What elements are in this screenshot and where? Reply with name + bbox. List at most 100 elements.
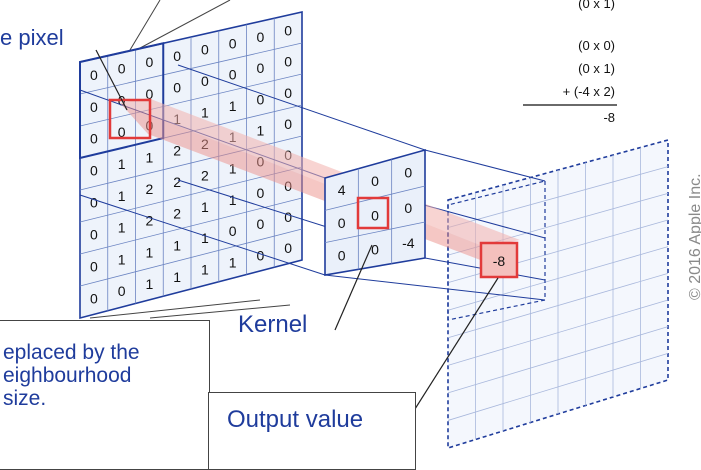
source-pixel-highlight (108, 98, 152, 140)
callout-box: eplaced by the eighbourhood size. (0, 320, 210, 470)
source-cell-value: 0 (284, 23, 292, 39)
source-cell-value: 0 (284, 54, 292, 70)
source-cell-value: 1 (229, 98, 237, 114)
output-cell-highlight (479, 241, 519, 279)
source-cell-value: 1 (201, 199, 209, 215)
source-cell-value: 1 (201, 104, 209, 120)
callout-line: eighbourhood (3, 364, 132, 388)
source-cell-value: 0 (284, 240, 292, 256)
source-cell-value: 1 (118, 220, 126, 236)
output-projection-region (447, 180, 546, 321)
source-cell-value: 1 (229, 254, 237, 270)
source-cell-value: 1 (118, 156, 126, 172)
source-cell-value: 0 (229, 67, 237, 83)
output-cell-value: -8 (493, 253, 506, 269)
source-cell-value: 1 (229, 161, 237, 177)
source-cell-value: 1 (145, 244, 153, 260)
source-pixel-pointer (95, 49, 128, 111)
output-value-pointer (407, 277, 499, 421)
source-cell-value: 0 (90, 227, 98, 243)
kernel-cell-value: -4 (402, 235, 415, 251)
kernel-cell-value: 4 (338, 182, 346, 198)
source-cell-value: 0 (90, 163, 98, 179)
copyright-notice: © 2016 Apple Inc. (687, 173, 701, 300)
output-grid-line (447, 299, 669, 366)
kernel-cell-value: 0 (338, 215, 346, 231)
source-cell-value: 1 (201, 230, 209, 246)
source-cell-value: 0 (284, 116, 292, 132)
source-cell-value: 2 (145, 181, 153, 197)
source-cell-value: 0 (284, 85, 292, 101)
output-grid (447, 138, 669, 450)
label-source-pixel: e pixel (0, 25, 64, 50)
source-cell-value: 0 (229, 35, 237, 51)
source-cell-value: 0 (118, 124, 126, 140)
kernel-cell-value: 0 (371, 173, 379, 189)
callout-bottom-pointer (89, 299, 261, 319)
output-grid-line (447, 272, 669, 339)
source-cell-value: 1 (145, 276, 153, 292)
source-cell-value: 1 (201, 262, 209, 278)
kernel-cell-value: 0 (404, 164, 412, 180)
source-cell-value: 0 (256, 60, 264, 76)
source-grid-line (79, 228, 303, 287)
callout-pointer-line (126, 0, 161, 56)
callout-line: size. (3, 387, 47, 411)
source-cell-value: 0 (256, 216, 264, 232)
kernel-cell-value: 0 (404, 200, 412, 216)
source-cell-value: 0 (90, 99, 98, 115)
source-cell-value: 0 (118, 283, 126, 299)
source-cell-value: 0 (201, 42, 209, 58)
kernel-grid-line (324, 221, 426, 244)
source-cell-value: 0 (284, 209, 292, 225)
source-cell-value: 0 (90, 195, 98, 211)
source-cell-value: 0 (90, 258, 98, 274)
kernel-pointer (334, 244, 373, 331)
output-grid-line (447, 326, 669, 394)
callout-pointer-line (126, 0, 231, 56)
output-grid-line (447, 352, 669, 421)
source-cell-value: 0 (173, 79, 181, 95)
kernel-cell-value: 0 (371, 241, 379, 257)
kernel-grid: 4 0 0 0 0 0 0 0 -4 (324, 148, 426, 276)
source-cell-value: 0 (256, 185, 264, 201)
source-cell-value: 0 (145, 86, 153, 102)
kernel-center-highlight (356, 196, 390, 230)
label-output-value: Output value (227, 406, 364, 433)
source-cell-value: 0 (201, 73, 209, 89)
source-cell-value: 1 (118, 188, 126, 204)
callout-bottom-pointer (149, 304, 291, 319)
source-cell-value: 2 (173, 174, 181, 190)
source-cell-value: 0 (90, 131, 98, 147)
source-cell-value: 1 (173, 269, 181, 285)
source-cell-value: 1 (118, 251, 126, 267)
source-cell-value: 0 (229, 223, 237, 239)
calc-result: -8 (603, 110, 615, 125)
source-cell-value: 1 (256, 123, 264, 139)
source-cell-value: 1 (173, 237, 181, 253)
source-cell-value: 2 (173, 206, 181, 222)
kernel-cell-value: 0 (371, 207, 379, 223)
source-cell-value: 1 (229, 192, 237, 208)
calc-line: + (-4 x 2) (563, 84, 615, 99)
source-cell-value: 1 (145, 149, 153, 165)
source-cell-value: 0 (118, 61, 126, 77)
source-cell-value: 0 (256, 247, 264, 263)
source-cell-value: 0 (145, 54, 153, 70)
callout-line: eplaced by the (3, 341, 140, 364)
source-cell-value: 2 (145, 213, 153, 229)
source-cell-value: 0 (256, 91, 264, 107)
calc-line: (0 x 1) (578, 61, 615, 76)
source-cell-value: 0 (90, 67, 98, 83)
source-cell-value: 0 (173, 48, 181, 64)
source-cell-value: 0 (90, 290, 98, 306)
source-cell-value: 0 (256, 29, 264, 45)
source-cell-value: 2 (201, 167, 209, 183)
output-grid-line (447, 166, 669, 228)
kernel-cell-value: 0 (338, 248, 346, 264)
label-kernel: Kernel (238, 311, 308, 338)
source-cell-value: 2 (173, 143, 181, 159)
calc-line: (0 x 0) (578, 38, 615, 53)
